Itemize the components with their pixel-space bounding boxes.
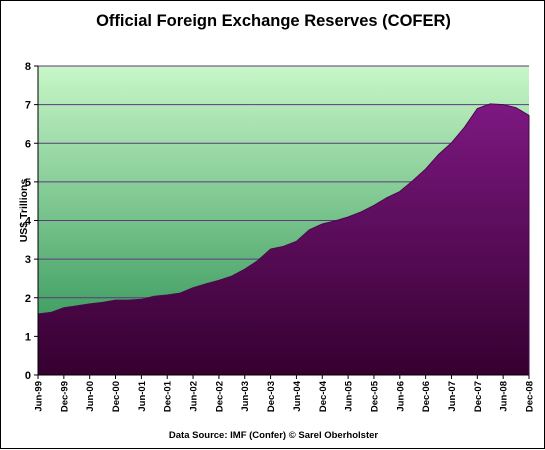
y-tick-label: 2 <box>25 293 31 305</box>
x-tick-label: Dec-06 <box>421 381 432 412</box>
x-axis-ticks: Jun-99 Dec-99 Jun-00 Dec-00 Jun-01 Dec-01 Jun-… <box>34 375 536 412</box>
chart-title: Official Foreign Exchange Reserves (COFE… <box>96 12 451 30</box>
x-tick-label: Jun-07 <box>447 381 458 412</box>
data-source-note: Data Source: IMF (Confer) © Sarel Oberho… <box>168 430 379 441</box>
x-tick-label: Jun-03 <box>240 381 251 412</box>
x-tick-label: Dec-03 <box>266 381 277 412</box>
y-tick-label: 4 <box>25 216 32 228</box>
x-tick-label: Jun-04 <box>292 380 303 411</box>
y-tick-label: 1 <box>25 331 31 343</box>
x-tick-label: Jun-06 <box>395 381 406 412</box>
x-tick-label: Jun-02 <box>189 381 200 412</box>
x-tick-label: Jun-08 <box>499 381 510 412</box>
x-tick-label: Dec-04 <box>318 380 329 412</box>
y-axis-label: US$ Trillions <box>18 179 30 243</box>
x-tick-label: Dec-99 <box>59 381 70 412</box>
x-tick-label: Jun-99 <box>34 381 45 412</box>
y-tick-label: 3 <box>25 254 31 266</box>
y-tick-label: 6 <box>25 138 31 150</box>
x-tick-label: Dec-08 <box>525 381 536 412</box>
x-tick-label: Dec-01 <box>163 380 174 412</box>
x-tick-label: Dec-07 <box>473 381 484 412</box>
x-tick-label: Jun-00 <box>85 381 96 412</box>
y-tick-label: 8 <box>25 61 31 73</box>
x-tick-label: Jun-05 <box>344 380 355 411</box>
y-tick-label: 5 <box>25 177 31 189</box>
reserves-area <box>37 103 530 376</box>
y-tick-label: 7 <box>25 100 31 112</box>
x-tick-label: Jun-01 <box>137 380 148 411</box>
x-tick-label: Dec-02 <box>214 381 225 412</box>
y-axis-ticks: 0 1 2 3 4 5 6 7 8 <box>25 61 38 382</box>
x-tick-label: Dec-05 <box>369 380 380 412</box>
y-tick-label: 0 <box>25 370 31 382</box>
x-tick-label: Dec-00 <box>111 381 122 412</box>
